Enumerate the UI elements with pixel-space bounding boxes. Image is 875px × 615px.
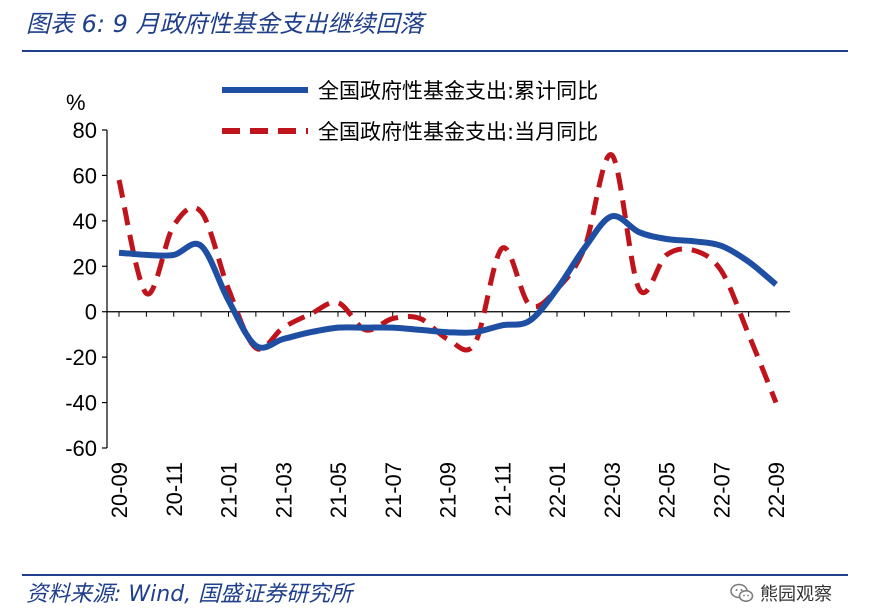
x-tick-label: 22-03 xyxy=(600,462,625,518)
x-axis: 20-09 20-11 21-01 21-03 21-05 21-07 21-09 21-11… xyxy=(107,311,790,518)
series-line-cumulative xyxy=(118,213,778,351)
watermark: 熊园观察 xyxy=(728,578,838,608)
y-tick-label: 0 xyxy=(85,300,97,325)
legend: 全国政府性基金支出:累计同比 全国政府性基金支出:当月同比 xyxy=(222,79,598,144)
chart: 全国政府性基金支出:累计同比 全国政府性基金支出:当月同比 % 80 60 40 20… xyxy=(65,79,790,518)
x-tick-label: 22-09 xyxy=(764,462,789,518)
legend-label-monthly: 全国政府性基金支出:当月同比 xyxy=(318,120,598,144)
y-tick-label: 60 xyxy=(73,163,97,188)
watermark-text: 熊园观察 xyxy=(760,584,832,605)
x-tick-label: 21-03 xyxy=(271,462,296,518)
y-tick-label: 40 xyxy=(73,209,97,234)
x-tick-label: 21-11 xyxy=(490,462,515,517)
y-tick-label: 80 xyxy=(73,118,97,143)
y-tick-label: 20 xyxy=(73,254,97,279)
x-tick-label: 21-01 xyxy=(217,462,242,518)
y-tick-label: -40 xyxy=(65,391,97,416)
x-tick-label: 21-05 xyxy=(326,462,351,518)
series-layer xyxy=(116,152,779,404)
series-line-monthly xyxy=(116,152,779,404)
x-tick-label: 21-07 xyxy=(381,462,406,518)
wechat-icon xyxy=(730,583,754,602)
x-tick-label: 22-05 xyxy=(655,462,680,518)
y-axis: 80 60 40 20 0 -20 -40 -60 xyxy=(65,118,108,461)
x-tick-label: 22-01 xyxy=(545,462,570,518)
y-tick-label: -60 xyxy=(65,436,97,461)
x-tick-label: 20-09 xyxy=(107,462,132,518)
x-tick-label: 20-11 xyxy=(162,462,187,517)
header-divider xyxy=(22,50,848,52)
figure-title: 图表 6: 9 月政府性基金支出继续回落 xyxy=(26,10,424,38)
legend-label-cumulative: 全国政府性基金支出:累计同比 xyxy=(318,79,598,103)
footer-divider xyxy=(22,574,848,576)
y-tick-label: -20 xyxy=(65,345,97,370)
x-tick-label: 21-09 xyxy=(436,462,461,518)
x-tick-label: 22-07 xyxy=(709,462,734,518)
y-axis-unit-label: % xyxy=(66,90,86,115)
source-note: 资料来源: Wind, 国盛证券研究所 xyxy=(26,582,353,607)
